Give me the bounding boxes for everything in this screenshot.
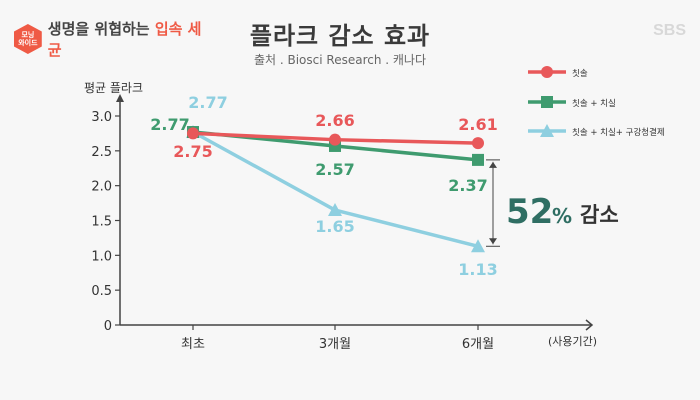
- data-label-2: 1.65: [315, 217, 354, 236]
- reduction-text: 감소: [580, 203, 619, 227]
- program-banner: 모닝 와이드 생명을 위협하는 입속 세균: [14, 20, 214, 59]
- x-tick-label: 3개월: [319, 337, 351, 352]
- y-tick-label: 2.5: [91, 145, 112, 160]
- chart-source: 출처 . Biosci Research . 캐나다: [253, 53, 427, 67]
- badge-line2: 와이드: [18, 39, 38, 47]
- data-point-0: [187, 127, 199, 140]
- y-tick-label: 2.0: [91, 180, 112, 195]
- broadcaster-logo: SBS: [653, 22, 686, 39]
- x-tick-label: 6개월: [462, 337, 494, 352]
- x-tick-label: 최초: [181, 337, 205, 352]
- data-point-2: [540, 124, 554, 137]
- data-label-0: 2.61: [458, 115, 497, 134]
- data-label-2: 1.13: [458, 260, 497, 279]
- x-axis-label: (사용기간): [548, 335, 597, 348]
- data-label-0: 2.66: [315, 111, 354, 130]
- y-tick-label: 1.0: [91, 249, 112, 264]
- y-tick-label: 1.5: [91, 215, 112, 230]
- segment-title-accent: 입속 세균: [47, 20, 202, 59]
- data-label-1: 2.37: [448, 176, 487, 195]
- data-point-0: [329, 133, 341, 146]
- data-point-2: [328, 203, 342, 217]
- y-axis-arrow: [116, 94, 124, 102]
- chart-title: 플라크 감소 효과: [249, 22, 431, 50]
- x-axis-arrow: [585, 319, 594, 331]
- legend-label-0: 칫솔: [572, 69, 588, 79]
- segment-title: 생명을 위협하는 입속 세균: [48, 18, 214, 60]
- legend-label-2: 칫솔 + 치실+ 구강청결제: [572, 127, 665, 138]
- reduction-value: 52: [506, 192, 553, 232]
- bracket-arrow-down: [489, 238, 497, 245]
- reduction-unit: %: [552, 204, 572, 228]
- segment-title-main: 생명을 위협하는: [47, 20, 155, 38]
- data-label-1: 2.77: [150, 115, 189, 134]
- data-point-1: [541, 96, 553, 108]
- legend-label-1: 칫솔 + 치실: [572, 98, 616, 109]
- y-tick-label: 3.0: [91, 110, 112, 125]
- data-point-1: [472, 153, 484, 166]
- data-label-1: 2.57: [315, 160, 354, 179]
- data-label-0: 2.75: [173, 142, 212, 161]
- data-point-2: [471, 239, 485, 253]
- data-label-2: 2.77: [188, 93, 227, 112]
- data-point-0: [472, 137, 484, 150]
- y-axis-label: 평균 플라크: [84, 81, 143, 95]
- y-tick-label: 0.5: [91, 284, 112, 299]
- data-point-0: [541, 66, 553, 78]
- y-tick-label: 0: [104, 319, 112, 334]
- bracket-arrow-up: [489, 161, 497, 168]
- badge-line1: 모닝: [21, 31, 35, 39]
